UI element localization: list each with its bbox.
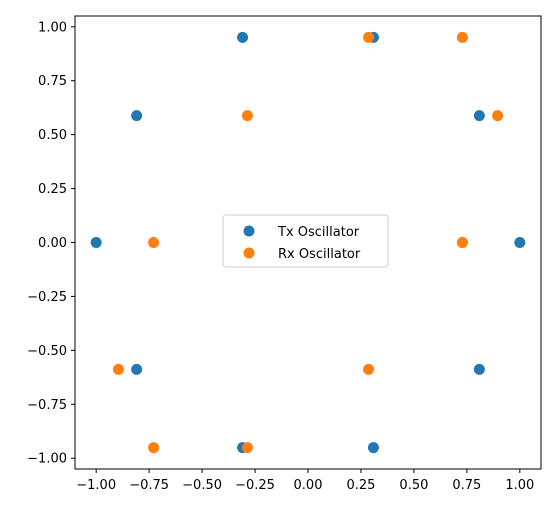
x-tick-label: −0.25	[235, 478, 275, 493]
legend-label-tx: Tx Oscillator	[277, 225, 360, 240]
data-point-rx-6	[112, 363, 124, 375]
y-tick-label: 0.00	[38, 236, 67, 251]
data-point-tx-4	[131, 110, 143, 122]
data-point-tx-1	[473, 110, 485, 122]
legend-marker-rx	[243, 247, 255, 259]
legend: Tx Oscillator Rx Oscillator	[222, 214, 389, 268]
x-tick-label: −0.75	[129, 478, 169, 493]
y-tick-label: −0.25	[27, 290, 67, 305]
data-point-rx-4	[241, 110, 253, 122]
x-tick-label: 0.00	[294, 478, 323, 493]
y-tick-label: −0.50	[27, 344, 67, 359]
data-point-rx-2	[456, 31, 468, 43]
x-tick-label: −0.50	[182, 478, 222, 493]
data-point-rx-1	[492, 110, 504, 122]
x-tick-label: 0.25	[346, 478, 375, 493]
x-tick-label: −1.00	[76, 478, 116, 493]
y-tick-label: −1.00	[27, 452, 67, 467]
y-axis: 1.00 0.75 0.50 0.25 0.00 −0.25 −0.50 −0.75 −1.00	[27, 20, 75, 467]
y-tick-label: 0.50	[38, 128, 67, 143]
x-tick-label: 1.00	[505, 478, 534, 493]
legend-marker-tx	[243, 225, 255, 237]
data-point-tx-0	[514, 237, 526, 248]
y-tick-label: 0.75	[38, 74, 67, 89]
legend-label-rx: Rx Oscillator	[278, 247, 361, 262]
data-point-tx-8	[367, 442, 379, 454]
data-point-rx-5	[148, 237, 160, 248]
data-point-rx-9	[363, 363, 375, 375]
x-axis: −1.00 −0.75 −0.50 −0.25 0.00 0.25 0.50 0.75 1.00	[76, 469, 534, 493]
data-point-tx-6	[131, 363, 143, 375]
x-tick-label: 0.75	[452, 478, 481, 493]
y-tick-label: 1.00	[38, 20, 67, 35]
data-point-rx-3	[363, 31, 375, 43]
data-point-rx-8	[241, 442, 253, 454]
x-tick-label: 0.50	[399, 478, 428, 493]
y-tick-label: 0.25	[38, 182, 67, 197]
y-tick-label: −0.75	[27, 398, 67, 413]
data-point-rx-7	[148, 442, 160, 454]
data-point-tx-3	[237, 31, 249, 43]
data-point-tx-5	[90, 237, 102, 248]
legend-box	[222, 214, 389, 268]
data-point-rx-10	[456, 237, 468, 248]
plot-marks	[90, 31, 526, 454]
data-point-tx-9	[473, 363, 485, 375]
